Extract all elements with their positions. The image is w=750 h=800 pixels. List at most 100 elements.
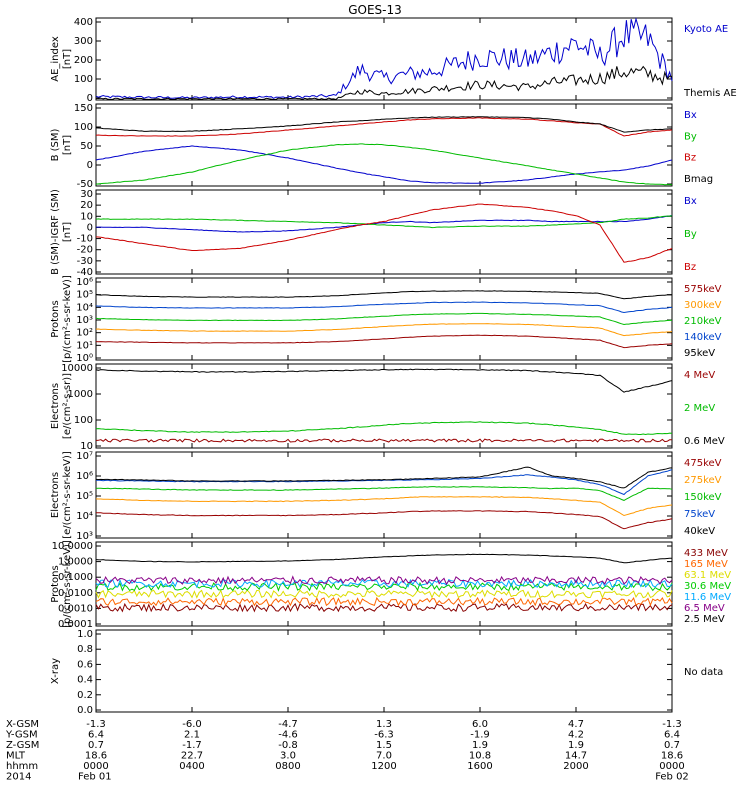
ephemeris-value: 18.6: [85, 751, 107, 762]
ephemeris-value: 6.4: [664, 730, 680, 741]
legend-entry: 300keV: [684, 300, 722, 311]
y-tick-label: 0: [87, 93, 93, 104]
ephemeris-value: -1.7: [182, 740, 202, 751]
y-tick-label: 10⁶: [76, 277, 93, 288]
legend-entry: 475keV: [684, 458, 722, 469]
ephemeris-value: -4.7: [278, 719, 298, 730]
y-tick-label: 1000: [68, 389, 93, 400]
panel-frame: [95, 189, 673, 275]
legend-entry: 40keV: [684, 526, 715, 537]
legend-entry: No data: [684, 667, 723, 678]
legend-entry: 75keV: [684, 509, 715, 520]
panel-protons-mev: 0.0001 0.0010 0.0100 0.1000 1.0000 10.0000 Pro…: [50, 540, 731, 630]
legend-entry: 0.6 MeV: [684, 436, 725, 447]
legend-entry: Bx: [684, 110, 697, 121]
legend-entry: 140keV: [684, 332, 722, 343]
panel-bsm: -50 0 50 100 150 B (SM) [nT] Bx By Bz Bmag: [50, 103, 713, 190]
ephemeris-value: 1600: [467, 761, 492, 772]
ephemeris-label: 2014: [6, 772, 31, 783]
legend-entry: 2 MeV: [684, 403, 715, 414]
y-axis-label: B (SM)-IGRF (SM): [50, 189, 61, 275]
series-line-4-mev: [95, 438, 673, 443]
y-tick-label: 10⁶: [76, 471, 93, 482]
y-tick-label: 10¹: [76, 340, 93, 351]
ephemeris-value: -1.9: [470, 730, 490, 741]
ephemeris-value: 1.3: [376, 719, 392, 730]
y-tick-label: 10: [80, 211, 93, 222]
y-tick-label: 0.2: [77, 690, 93, 701]
y-tick-label: 100: [74, 415, 93, 426]
series-line-6-5-mev: [95, 575, 673, 586]
y-tick-label: 10: [80, 441, 93, 452]
ephemeris-value: 1.9: [472, 740, 488, 751]
y-tick-label: 0.0001: [58, 619, 93, 630]
y-axis-label: AE_index: [50, 36, 61, 82]
series-line-63-1-mev: [95, 589, 673, 599]
ephemeris-value: 1200: [371, 761, 396, 772]
y-tick-label: 0.8: [77, 644, 93, 655]
ephemeris-value: 0800: [275, 761, 300, 772]
y-axis-label: [p/(cm²-s-sr-keV)]: [62, 540, 73, 628]
series-line-by: [95, 143, 673, 186]
legend-entry: 210keV: [684, 316, 722, 327]
y-axis-label: [e/(cm²-s-sr)]: [62, 373, 73, 439]
chart-title: GOES-13: [348, 3, 402, 17]
series-line-by: [95, 215, 673, 229]
legend-entry: 4 MeV: [684, 370, 715, 381]
ephemeris-value: -1.3: [86, 719, 106, 730]
y-tick-label: 10.0000: [52, 541, 93, 552]
legend-entry: Bz: [684, 153, 696, 164]
y-tick-label: -50: [77, 179, 93, 190]
y-tick-label: 0.6: [77, 659, 93, 670]
y-axis-label: [nT]: [62, 49, 73, 69]
ephemeris-value: 2.1: [184, 730, 200, 741]
y-tick-label: 10⁴: [76, 511, 93, 522]
y-tick-label: 1.0000: [58, 557, 93, 568]
ephemeris-value: 7.0: [376, 751, 392, 762]
panel-frame: [95, 629, 673, 713]
ephemeris-value: 3.0: [280, 751, 296, 762]
y-tick-label: 0.4: [77, 675, 93, 686]
ephemeris-value: -1.3: [662, 719, 682, 730]
y-tick-label: -20: [77, 245, 93, 256]
ephemeris-label: Y-GSM: [5, 730, 38, 741]
series-line-bx: [95, 214, 673, 233]
series-line-bz: [95, 117, 673, 137]
series-line-11-6-mev: [95, 578, 673, 589]
ephemeris-value: 10.8: [469, 751, 491, 762]
legend-entry: 11.6 MeV: [684, 592, 731, 603]
y-tick-label: -30: [77, 256, 93, 267]
y-tick-label: 400: [74, 17, 93, 28]
y-tick-label: 10⁵: [76, 491, 93, 502]
ephemeris-label: hhmm: [6, 761, 38, 772]
ephemeris-value: -6.3: [374, 730, 394, 741]
ephemeris-label: MLT: [6, 751, 26, 762]
ephemeris-value: Feb 01: [78, 772, 112, 783]
y-axis-label: [nT]: [62, 135, 73, 155]
ephemeris-value: 0000: [659, 761, 684, 772]
ephemeris-value: 4.2: [568, 730, 584, 741]
legend-entry: Bx: [684, 196, 697, 207]
panel-electrons-kev: 10³ 10⁴ 10⁵ 10⁶ 10⁷ Electrons [e/(cm²-s-sr-keV…: [50, 451, 722, 542]
series-line-themis-ae: [95, 65, 673, 101]
series-line-575kev: [95, 334, 673, 349]
y-tick-label: 0.0010: [58, 603, 93, 614]
series-line-140kev: [95, 301, 672, 314]
ephemeris-value: 6.0: [472, 719, 488, 730]
panel-frame: [95, 277, 673, 361]
legend-entry: 150keV: [684, 492, 722, 503]
y-tick-label: 100: [74, 74, 93, 85]
y-axis-label: [nT]: [62, 222, 73, 242]
series-line-75kev: [95, 469, 673, 496]
y-tick-label: 100: [74, 122, 93, 133]
ephemeris-value: 18.6: [661, 751, 683, 762]
ephemeris-value: 0.7: [88, 740, 104, 751]
y-tick-label: 10⁵: [76, 290, 93, 301]
series-line-bz: [95, 203, 673, 263]
y-tick-label: 0: [87, 222, 93, 233]
ephemeris-value: Feb 02: [655, 772, 689, 783]
ephemeris-value: 2000: [563, 761, 588, 772]
